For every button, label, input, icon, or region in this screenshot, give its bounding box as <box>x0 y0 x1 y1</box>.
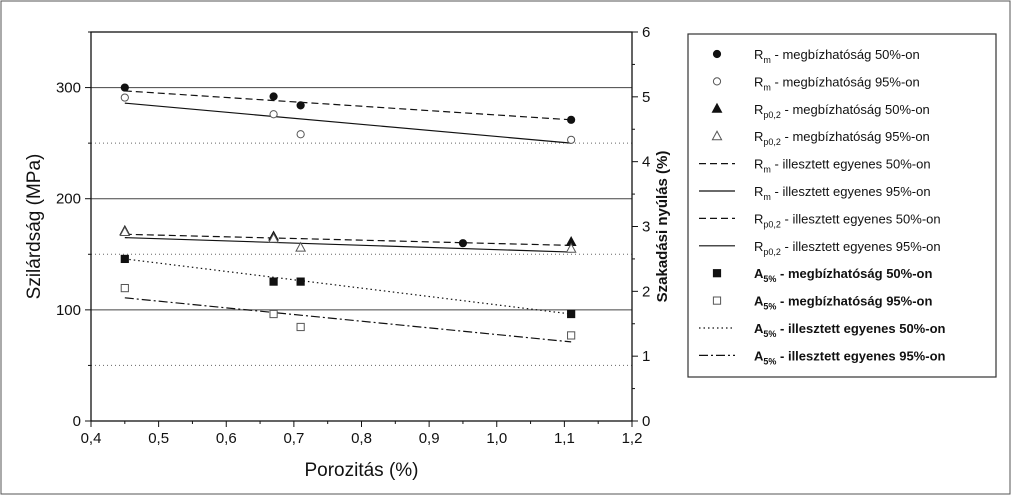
data-point <box>567 331 576 340</box>
y2-axis-title: Szakadási nyúlás (%) <box>654 151 671 303</box>
y2-tick-label: 5 <box>642 89 650 106</box>
data-point <box>268 232 280 243</box>
y2-tick-label: 4 <box>642 154 650 171</box>
fit-line <box>124 102 572 144</box>
legend-sample-marker <box>712 77 722 86</box>
y2-tick-label: 0 <box>642 413 650 430</box>
legend-item-label: Rp0,2 - megbízhatóság 95%-on <box>754 129 930 147</box>
legend-sample-marker <box>712 49 722 59</box>
data-point <box>120 83 129 92</box>
x-tick-label: 0,6 <box>216 430 237 447</box>
legend-sample-marker <box>711 102 723 113</box>
fit-line <box>124 90 572 121</box>
y2-tick-label: 1 <box>642 348 650 365</box>
data-point <box>565 242 577 253</box>
legend-item-label: A5% - megbízhatóság 50%-on <box>754 266 932 284</box>
x-tick-label: 1,1 <box>554 430 575 447</box>
legend-box <box>687 33 997 378</box>
x-tick-label: 0,7 <box>283 430 304 447</box>
axes-layer: 0,4 0,5 0,6 0,7 0,8 0,9 1,0 1,1 1,20100200300012… <box>56 24 650 447</box>
data-point <box>119 226 131 237</box>
data-point <box>269 309 278 319</box>
legend-item-label: Rp0,2 - illesztett egyenes 50%-on <box>754 211 941 229</box>
y2-tick-label: 3 <box>642 219 650 236</box>
data-point <box>296 101 305 110</box>
legend-item-label: Rm - illesztett egyenes 95%-on <box>754 184 931 202</box>
legend-item-label: Rm - megbízhatóság 95%-on <box>754 74 920 92</box>
legend-sample-marker <box>711 130 723 141</box>
data-point <box>296 277 305 286</box>
fit-lines-layer <box>124 90 572 343</box>
y2-tick-label: 6 <box>642 24 650 41</box>
y-tick-label: 300 <box>56 80 81 97</box>
data-point <box>269 92 278 101</box>
x-tick-label: 1,2 <box>622 430 643 447</box>
y2-tick-label: 2 <box>642 283 650 300</box>
data-point <box>567 309 576 319</box>
x-tick-label: 0,9 <box>419 430 440 447</box>
data-point <box>120 254 129 264</box>
grid-layer <box>91 87 632 366</box>
data-point <box>295 241 307 252</box>
legend-sample-marker <box>712 296 722 305</box>
fit-line <box>124 258 572 315</box>
data-point <box>120 93 129 102</box>
y-tick-label: 0 <box>73 413 81 430</box>
data-point <box>567 135 576 144</box>
legend-item-label: Rp0,2 - illesztett egyenes 95%-on <box>754 239 941 257</box>
fit-line <box>124 297 572 343</box>
x-axis-title: Porozitás (%) <box>304 460 418 481</box>
data-point <box>296 130 305 139</box>
x-tick-label: 1,0 <box>486 430 507 447</box>
legend-item-label: Rm - megbízhatóság 50%-on <box>754 47 920 65</box>
data-point <box>567 115 576 124</box>
x-tick-label: 0,8 <box>351 430 372 447</box>
legend-item-label: A5% - megbízhatóság 95%-on <box>754 294 932 312</box>
data-point <box>458 239 468 248</box>
legend: Rm - megbízhatóság 50%-on Rm - megbízható… <box>687 33 997 378</box>
data-point <box>296 322 305 332</box>
fit-line <box>124 237 572 253</box>
x-tick-label: 0,4 <box>81 430 102 447</box>
legend-item-label: Rp0,2 - megbízhatóság 50%-on <box>754 102 930 120</box>
data-point <box>120 283 129 293</box>
legend-item-label: A5% - illesztett egyenes 95%-on <box>754 348 946 366</box>
markers-layer <box>119 83 577 340</box>
legend-item-label: A5% - illesztett egyenes 50%-on <box>754 321 946 339</box>
data-point <box>269 277 278 286</box>
legend-item-label: Rm - illesztett egyenes 50%-on <box>754 157 931 175</box>
data-point <box>269 110 278 119</box>
y-tick-label: 100 <box>56 302 81 319</box>
y-tick-label: 200 <box>56 191 81 208</box>
y-axis-title: Szilárdság (MPa) <box>24 154 45 300</box>
fit-line <box>124 233 572 246</box>
x-tick-label: 0,5 <box>148 430 169 447</box>
legend-sample-marker <box>712 269 722 278</box>
